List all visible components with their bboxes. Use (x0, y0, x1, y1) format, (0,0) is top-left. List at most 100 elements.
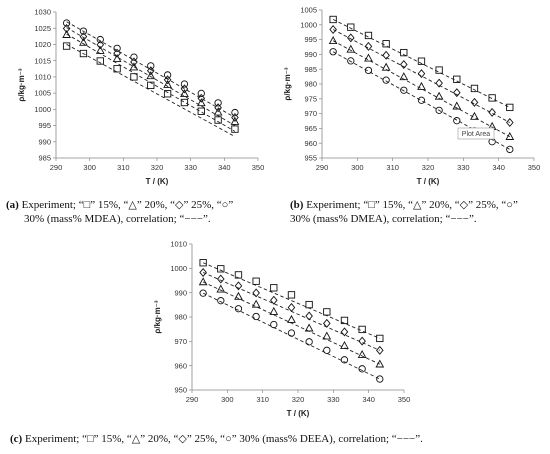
x-tick-label: 350 (252, 163, 265, 172)
y-tick-label: 960 (174, 361, 187, 370)
data-point-circle (270, 320, 278, 329)
data-point-circle (147, 62, 155, 70)
data-point-square (130, 73, 138, 81)
caption-b-tag: (b) (290, 199, 304, 211)
data-point-diamond (340, 327, 349, 337)
correlation-line (332, 29, 511, 123)
data-point-circle (214, 99, 222, 107)
data-point-triangle (399, 72, 409, 81)
data-point-triangle (340, 340, 349, 349)
data-point-triangle (304, 323, 314, 332)
data-point-triangle (269, 306, 279, 315)
x-tick-label: 330 (457, 163, 470, 172)
correlation-line (332, 40, 511, 138)
data-point-square (417, 57, 426, 65)
x-tick-label: 340 (362, 395, 375, 404)
data-point-triangle (381, 62, 391, 71)
y-tick-label: 990 (38, 137, 51, 146)
data-point-square (214, 116, 222, 124)
data-point-diamond (163, 75, 172, 85)
data-point-diamond (199, 267, 207, 277)
data-point-triangle (357, 349, 367, 358)
chart-c-svg: 950 960 970 980 990 1000 1010 290 300 310 320 330 34… (153, 240, 410, 418)
data-point-triangle (216, 284, 226, 293)
y-tick-label: 1005 (300, 6, 317, 15)
data-point-square (252, 277, 260, 285)
y-tick-label: 1005 (34, 89, 51, 98)
data-point-diamond (364, 41, 373, 51)
y-tick-label: 1000 (300, 20, 317, 29)
data-point-triangle (213, 107, 223, 116)
data-point-circle (340, 356, 349, 364)
y-tick-label: 990 (174, 288, 187, 297)
data-point-diamond (217, 274, 225, 284)
y-tick-label: 950 (174, 386, 187, 395)
data-point-square (147, 81, 155, 89)
y-tick-label: 995 (38, 121, 51, 130)
x-axis-label: T / (K) (417, 177, 440, 186)
y-tick-label: 1020 (34, 40, 51, 49)
x-tick-label: 310 (386, 163, 399, 172)
data-point-circle (453, 117, 461, 125)
x-tick-label: 290 (186, 395, 199, 404)
data-point-diamond (96, 40, 105, 50)
data-point-triangle (62, 29, 71, 38)
x-tick-label: 340 (218, 163, 231, 172)
y-axis-label: ρ/kg·m⁻³ (153, 300, 162, 334)
data-point-circle (199, 289, 207, 297)
data-point-diamond (234, 281, 243, 291)
data-point-triangle (346, 44, 356, 53)
data-point-square (62, 42, 71, 50)
data-point-diamond (146, 66, 155, 76)
data-point-square (358, 325, 366, 334)
data-point-square (180, 98, 189, 107)
data-point-triangle (163, 79, 172, 88)
data-point-circle (180, 80, 189, 88)
x-tick-label: 340 (492, 163, 505, 172)
x-tick-label: 300 (221, 395, 234, 404)
x-tick-label: 290 (316, 163, 329, 172)
chart-panel-a: 985 990 995 1000 1005 1010 1015 1020 1025 1030 290… (10, 6, 270, 194)
data-point-triangle (230, 116, 240, 125)
data-point-square (305, 300, 313, 309)
data-point-square (79, 49, 88, 58)
data-point-diamond (305, 311, 313, 321)
data-point-triangle (328, 36, 338, 45)
data-point-circle (400, 86, 408, 94)
data-point-square (113, 65, 121, 73)
data-point-circle (347, 57, 355, 65)
data-point-circle (305, 338, 313, 346)
data-point-triangle (180, 89, 189, 98)
x-axis-label: T / (K) (146, 177, 169, 186)
data-point-triangle (251, 299, 261, 308)
x-tick-label: 350 (528, 163, 541, 172)
series-circle (199, 289, 384, 383)
data-point-diamond (358, 336, 366, 346)
x-tick-label: 320 (151, 163, 164, 172)
y-axis-label: ρ/kg·m⁻³ (17, 68, 26, 102)
data-point-triangle (198, 277, 208, 286)
data-point-triangle (129, 62, 139, 71)
data-point-square (234, 271, 243, 279)
y-tick-label: 955 (304, 154, 317, 163)
data-point-diamond (323, 318, 331, 328)
caption-a-line2: 30% (mass% MDEA), correlation; “−−−”. (24, 213, 211, 225)
y-tick-label: 1000 (34, 105, 51, 114)
data-point-diamond (231, 112, 239, 122)
series-triangle (328, 36, 515, 140)
y-tick-label: 965 (304, 124, 317, 133)
data-point-circle (358, 365, 366, 373)
y-tick-label: 985 (38, 154, 51, 163)
data-point-circle (163, 71, 172, 79)
series-triangle (198, 277, 385, 368)
data-point-circle (506, 145, 514, 154)
caption-c-tag: (c) (10, 433, 23, 445)
data-point-square (323, 308, 331, 316)
data-point-triangle (505, 131, 515, 140)
x-tick-label: 320 (292, 395, 305, 404)
data-point-square (470, 84, 479, 93)
correlation-line (332, 19, 510, 108)
y-tick-label: 960 (304, 139, 317, 148)
series-square (62, 42, 239, 137)
data-point-circle (417, 96, 426, 104)
